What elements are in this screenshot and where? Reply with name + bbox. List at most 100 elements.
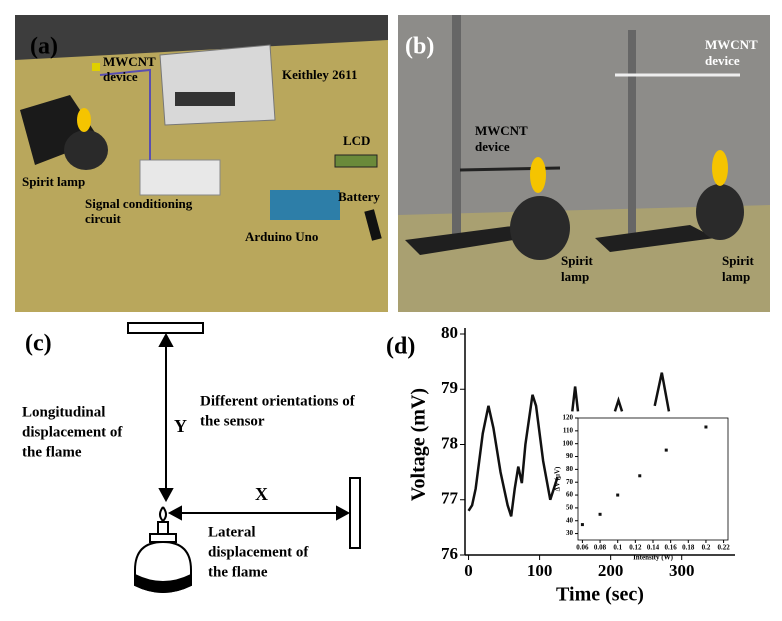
y-tick-label: 79 — [441, 378, 458, 397]
point — [616, 493, 620, 497]
stand-rod — [452, 15, 461, 240]
label: device — [475, 139, 510, 154]
stand-base — [595, 225, 715, 252]
label: Different orientations of — [200, 393, 356, 409]
y-tick-label: 30 — [566, 529, 574, 537]
point — [598, 512, 602, 516]
label: X — [255, 484, 268, 504]
x-tick-label: 0.14 — [647, 544, 660, 552]
label: Keithley 2611 — [282, 67, 357, 82]
arduino — [270, 190, 340, 220]
y-tick-label: 78 — [441, 433, 458, 452]
panel-label: (a) — [30, 34, 58, 60]
label: the sensor — [200, 413, 265, 429]
lcd — [334, 154, 378, 168]
y-tick-label: 60 — [566, 491, 574, 499]
y-tick-label: 77 — [441, 489, 459, 508]
x-tick-label: 0.18 — [682, 544, 695, 552]
x-tick-label: 200 — [598, 561, 624, 580]
label: the flame — [22, 444, 82, 460]
panel-label: (b) — [405, 34, 434, 60]
point — [638, 474, 642, 478]
flame — [530, 157, 546, 193]
y-tick-label: 76 — [441, 544, 458, 563]
label: device — [705, 53, 740, 68]
x-axis-label: Intensity (W) — [633, 553, 674, 561]
wire — [99, 68, 151, 160]
data-line — [467, 372, 671, 517]
display — [175, 92, 235, 106]
x-tick-label: 0.06 — [576, 544, 589, 552]
arrowhead — [336, 505, 351, 521]
keithley — [159, 44, 276, 126]
arrowhead — [167, 505, 182, 521]
label: MWCNT — [705, 37, 758, 52]
y-tick-label: 40 — [566, 516, 574, 524]
x-tick-label: 100 — [527, 561, 553, 580]
y-tick-label: 110 — [563, 426, 574, 434]
label: the flame — [208, 564, 268, 580]
y-axis-label: ΔV (μV) — [554, 466, 562, 491]
x-tick-label: 0.1 — [613, 544, 622, 552]
x-tick-label: 0.16 — [665, 544, 678, 552]
label: Spirit lamp — [22, 174, 85, 189]
panel-b — [398, 15, 770, 312]
y-tick-label: 70 — [566, 478, 574, 486]
x-tick-label: 0.22 — [717, 544, 730, 552]
flame — [159, 506, 167, 523]
arrowhead — [158, 488, 174, 503]
y-tick-label: 90 — [566, 452, 574, 460]
label: Spirit — [561, 253, 593, 268]
sensor — [92, 63, 100, 71]
label: Longitudinal — [22, 404, 105, 420]
y-tick-label: 100 — [563, 439, 574, 447]
panel-label: (d) — [386, 334, 415, 360]
label: Lateral — [208, 524, 255, 540]
label: MWCNT — [103, 54, 156, 69]
label: Y — [174, 416, 187, 436]
label: circuit — [85, 211, 122, 226]
stand-rod — [628, 30, 636, 235]
flame — [77, 108, 91, 132]
x-tick-label: 0 — [464, 561, 473, 580]
label: lamp — [722, 269, 750, 284]
arrowhead — [158, 332, 174, 347]
flame — [712, 150, 728, 186]
point — [664, 448, 668, 452]
label: lamp — [561, 269, 589, 284]
y-tick-label: 120 — [563, 414, 574, 422]
y-tick-label: 80 — [441, 323, 458, 342]
label: Battery — [338, 189, 380, 204]
label: Spirit — [722, 253, 754, 268]
battery — [364, 209, 382, 241]
sensor-top — [127, 322, 204, 334]
panel-a — [15, 15, 388, 312]
x-tick-label: 0.2 — [702, 544, 711, 552]
point — [580, 523, 584, 527]
lamp — [510, 196, 570, 260]
y-tick-label: 80 — [566, 465, 574, 473]
lamp — [64, 130, 108, 170]
y-axis-label: Voltage (mV) — [408, 388, 430, 501]
wick — [157, 521, 169, 535]
label: MWCNT — [475, 123, 528, 138]
stand-base — [405, 225, 545, 255]
x-tick-label: 0.08 — [594, 544, 607, 552]
sensor-right — [349, 477, 361, 549]
label: device — [103, 69, 138, 84]
fuel — [134, 573, 192, 593]
label: LCD — [343, 133, 370, 148]
y-tick-label: 50 — [566, 504, 574, 512]
x-tick-label: 0.12 — [629, 544, 642, 552]
label: Arduino Uno — [245, 229, 318, 244]
inset-bg — [577, 417, 729, 541]
lamp — [696, 184, 744, 240]
panel-c — [127, 322, 361, 593]
point — [704, 425, 708, 429]
panel-label: (c) — [25, 331, 52, 357]
x-tick-label: 300 — [669, 561, 695, 580]
neck — [149, 533, 177, 543]
x-axis-label: Time (sec) — [556, 583, 644, 605]
label: displacement of — [208, 544, 309, 560]
